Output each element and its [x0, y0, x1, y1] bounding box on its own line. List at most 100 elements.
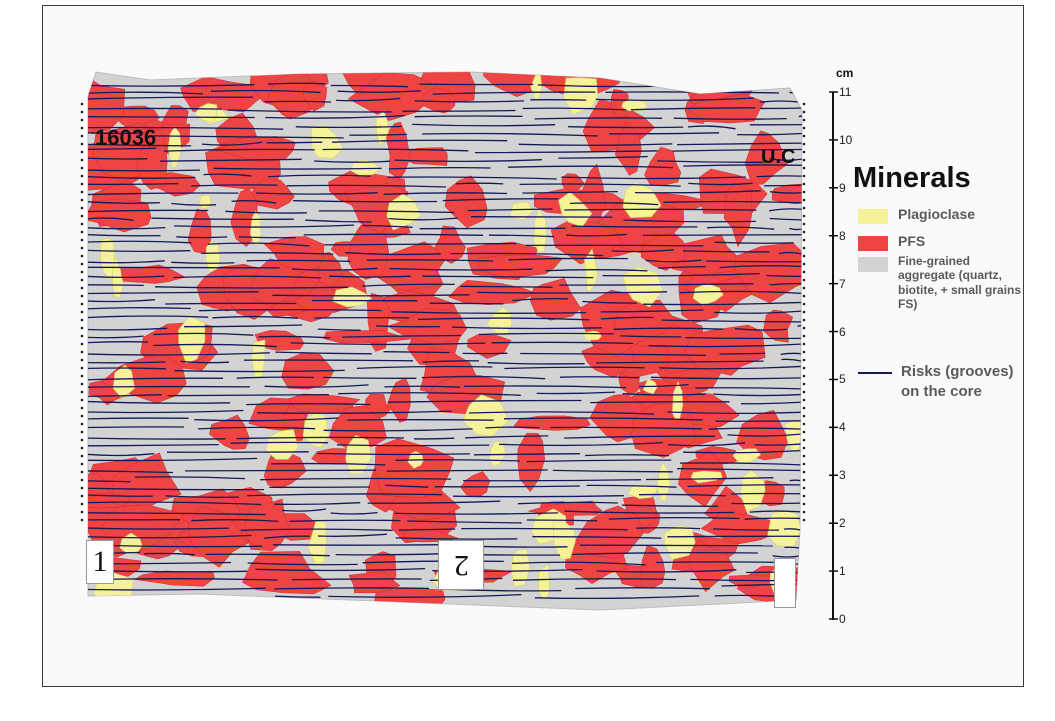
groove-line — [386, 469, 548, 472]
groove-line — [673, 117, 787, 120]
groove-line — [194, 417, 339, 422]
groove-line — [275, 351, 372, 355]
groove-line — [88, 169, 201, 172]
groove-line — [432, 91, 596, 95]
scale-tick-label: 3 — [839, 468, 846, 483]
groove-line — [213, 167, 382, 170]
edge-marker-dot — [802, 254, 806, 258]
edge-marker-dot — [80, 398, 84, 402]
groove-line — [463, 479, 642, 482]
groove-line — [564, 510, 735, 514]
plagioclase-grain — [622, 266, 664, 308]
edge-marker-dot — [802, 406, 806, 410]
groove-line — [518, 143, 673, 146]
edge-marker-dot — [80, 270, 84, 274]
groove-line — [153, 332, 254, 336]
groove-line — [88, 291, 259, 295]
edge-marker-dot — [802, 478, 806, 482]
groove-line — [272, 294, 470, 297]
edge-marker-dot — [80, 222, 84, 226]
groove-line — [303, 233, 484, 236]
plagioclase-grain — [251, 339, 266, 378]
groove-line — [564, 435, 716, 439]
groove-line — [595, 97, 754, 102]
plagioclase-grain — [199, 194, 212, 209]
groove-line — [485, 426, 540, 429]
groove-line — [422, 275, 594, 279]
groove-line — [88, 501, 262, 506]
groove-line — [88, 417, 189, 420]
groove-line — [681, 83, 802, 87]
groove-line — [452, 495, 624, 498]
groove-line — [781, 358, 802, 362]
groove-line — [667, 411, 802, 415]
groove-line — [770, 191, 802, 194]
groove-line — [88, 147, 157, 151]
scale-unit: cm — [836, 66, 854, 80]
edge-marker-dot — [802, 318, 806, 322]
edge-marker-dot — [80, 350, 84, 354]
groove-line — [314, 160, 390, 163]
groove-line — [450, 252, 604, 257]
groove-line — [488, 234, 555, 238]
aggregate-label: Fine-grained aggregate (quartz, biotite,… — [898, 254, 1022, 312]
groove-line — [88, 175, 196, 179]
groove-line — [487, 362, 585, 365]
groove-line — [648, 343, 801, 348]
groove-line — [167, 393, 329, 397]
edge-marker-dot — [80, 302, 84, 306]
edge-marker-dot — [80, 390, 84, 394]
edge-marker-dot — [802, 398, 806, 402]
groove-line — [88, 453, 155, 457]
groove-line — [398, 528, 456, 531]
scale-tick-label: 10 — [839, 132, 853, 147]
groove-line — [474, 150, 658, 154]
plagioclase-grain — [112, 365, 135, 398]
groove-line — [789, 479, 802, 482]
groove-line — [88, 394, 162, 398]
edge-marker-dot — [80, 494, 84, 498]
edge-marker-dot — [80, 294, 84, 298]
sample-id-label: 16036 — [95, 125, 157, 150]
groove-line — [414, 100, 525, 103]
groove-line — [683, 250, 770, 253]
groove-line — [460, 285, 553, 288]
groove-line — [609, 132, 720, 135]
pfs-grain — [135, 129, 168, 190]
groove-line — [461, 527, 628, 531]
groove-line — [679, 290, 802, 295]
groove-line — [255, 192, 378, 195]
edge-marker-dot — [80, 318, 84, 322]
groove-line — [522, 107, 627, 111]
groove-line — [634, 190, 761, 194]
groove-line — [422, 360, 480, 363]
groove-line — [347, 419, 494, 421]
edge-marker-dot — [802, 270, 806, 274]
groove-line — [201, 141, 263, 146]
groove-line — [677, 142, 802, 146]
groove-line — [336, 444, 490, 447]
groove-line — [212, 315, 298, 319]
plagioclase-grain — [178, 315, 206, 364]
plagioclase-swatch — [858, 209, 888, 224]
groove-line — [508, 165, 674, 169]
edge-marker-dot — [80, 126, 84, 130]
pfs-grain — [460, 471, 491, 498]
plagioclase-grain — [167, 126, 182, 170]
edge-marker-dot — [802, 126, 806, 130]
edge-marker-dot — [802, 462, 806, 466]
pfs-grain — [385, 121, 411, 180]
groove-line — [498, 441, 663, 447]
groove-line — [656, 561, 774, 564]
groove-line — [88, 192, 239, 196]
groove-line — [246, 259, 351, 263]
edge-marker-dot — [802, 118, 806, 122]
edge-marker-dot — [802, 350, 806, 354]
groove-line — [88, 361, 166, 364]
section-label-1: 1 — [86, 540, 114, 584]
scale-tick-label: 11 — [839, 85, 852, 99]
groove-line — [264, 535, 310, 539]
groove-line — [663, 200, 802, 204]
groove-line — [421, 375, 546, 380]
groove-line — [144, 552, 195, 556]
